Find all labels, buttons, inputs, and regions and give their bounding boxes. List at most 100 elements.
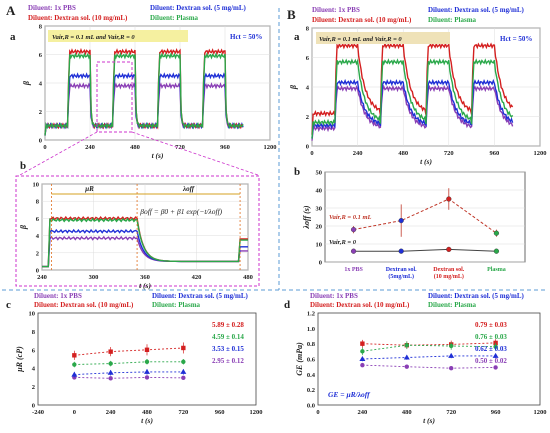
annotation-text: Vair,R = 0.1 mL and Vair,R = 0 [319,36,402,43]
category-label: 1x PBS [344,267,363,273]
y-tick-label: 6 [39,52,43,59]
x-tick-label: 0 [310,150,313,157]
x-tick-label: 300 [89,274,99,281]
data-point [181,359,186,364]
zoom-series-4 [42,217,248,268]
x-tick-label: 960 [215,409,225,416]
y-tick-label: 10 [316,242,323,249]
y-tick-label: 2 [306,114,309,121]
chart-A-a: 0 240 480 720 960 1200 0 2 4 6 8 t (s) β Vair,R = 0.1… [19,24,277,176]
x-tick-label: 720 [178,409,188,416]
panel-label-A: A [6,3,16,18]
x-tick-label: 960 [491,409,501,416]
x-axis-label: t (s) [420,157,432,166]
formula-label: βoff = β0 + β1 exp(−t/λoff) [139,207,222,216]
legend-B-d5: Diluent: Dextran sol. (5 mg/mL) [428,6,525,14]
y-tick-label: 0 [39,138,42,145]
plot-area [317,312,541,406]
y-axis-label: β [22,80,31,86]
lambda-point [493,230,500,236]
y-tick-label: 0.2 [307,387,315,394]
data-point [360,362,365,368]
lambda-point [493,248,500,254]
series-line-2 [311,78,514,139]
y-tick-label: 50 [316,170,323,177]
x-axis-label: t (s) [423,416,435,425]
y-tick-label: 0 [319,260,322,267]
panel-label-B: B [287,7,296,22]
y-tick-label: 8 [32,329,36,336]
y-tick-label: 0 [36,268,39,275]
x-tick-label: 240 [37,274,47,281]
y-tick-label: 0.8 [307,341,316,348]
y-tick-label: 1.2 [307,311,315,318]
x-tick-label: 480 [142,409,152,416]
data-point [449,366,454,371]
data-point [404,343,409,348]
x-tick-label: 480 [398,150,408,157]
y-axis-label: μR (cP) [15,346,24,373]
x-tick-label: 480 [130,144,140,151]
mean-label: 0.79 ± 0.03 [475,321,507,329]
panel-label-d: d [284,299,290,311]
chart-B-a: 0 240 480 720 960 1200 0 2 4 6 8 t (s) β Vair,R = 0.1… [289,26,547,167]
data-point [108,361,113,366]
x-tick-label: 480 [243,274,253,281]
category-label: Dextran sol. [433,267,464,273]
panel-label-Ab: b [20,160,26,172]
data-point [404,364,409,369]
x-tick-label: 1200 [534,150,547,157]
x-axis-label: t (s) [152,151,164,160]
series-line-4 [44,52,244,136]
legend-d-pbs: Diluent: 1x PBS [310,292,358,300]
data-point [493,344,498,349]
legend-B-plasma: Diluent: Plasma [428,16,477,24]
data-point [144,368,150,374]
lambda-point [446,196,452,202]
x-tick-label: 1200 [264,144,277,151]
data-point [72,362,77,367]
legend-B-pbs: Diluent: 1x PBS [312,6,360,14]
x-tick-label: 720 [446,409,456,416]
legend-c-d5: Diluent: Dextran sol. (5 mg/mL) [152,292,249,300]
lambda-label: λoff [182,185,195,193]
x-tick-label: 360 [140,274,150,281]
legend-B: Diluent: 1x PBS Diluent: Dextran sol. (5… [312,6,525,24]
y-tick-label: 10 [33,182,40,189]
mean-label: 2.95 ± 0.12 [212,357,244,365]
data-point [360,349,365,354]
x-tick-label: 0 [73,409,76,416]
legend-c-d10: Diluent: Dextran sol. (10 mg/mL) [34,301,134,309]
x-axis-label: t (s) [141,416,153,425]
y-tick-label: 0 [32,403,35,410]
data-point [403,354,410,360]
category-label-sub: (5mg/mL) [388,273,414,280]
label-top: Vair,R = 0.1 mL [329,214,372,221]
y-tick-label: 4 [306,85,310,92]
x-tick-label: 480 [402,409,412,416]
data-point [181,345,186,351]
x-tick-label: -240 [32,409,44,416]
data-point [493,365,498,370]
formula-label: GE = μR/λoff [328,390,371,399]
data-point [144,375,150,380]
panel-label-Bb: b [294,166,300,178]
data-point [449,343,454,349]
mean-label: 3.53 ± 0.15 [212,345,244,353]
data-point [180,368,187,374]
y-tick-label: 6 [36,216,40,223]
chart-A-b: 240 300 360 420 480 0 2 4 6 8 10 t (s) β μR λoff βoff =… [15,175,260,290]
legend-d-plasma: Diluent: Plasma [428,301,477,309]
annotation-box [48,30,188,42]
y-tick-label: 2 [36,250,39,257]
y-tick-label: 20 [316,224,323,231]
data-point [360,341,365,346]
legend-d-d5: Diluent: Dextran sol. (5 mg/mL) [428,292,525,300]
annotation-box [316,32,450,44]
y-tick-label: 8 [39,24,43,31]
x-tick-label: 1200 [250,409,263,416]
y-axis-label: λoff (s) [302,205,311,230]
y-tick-label: 2 [32,384,35,391]
zoom-frame [15,175,260,287]
